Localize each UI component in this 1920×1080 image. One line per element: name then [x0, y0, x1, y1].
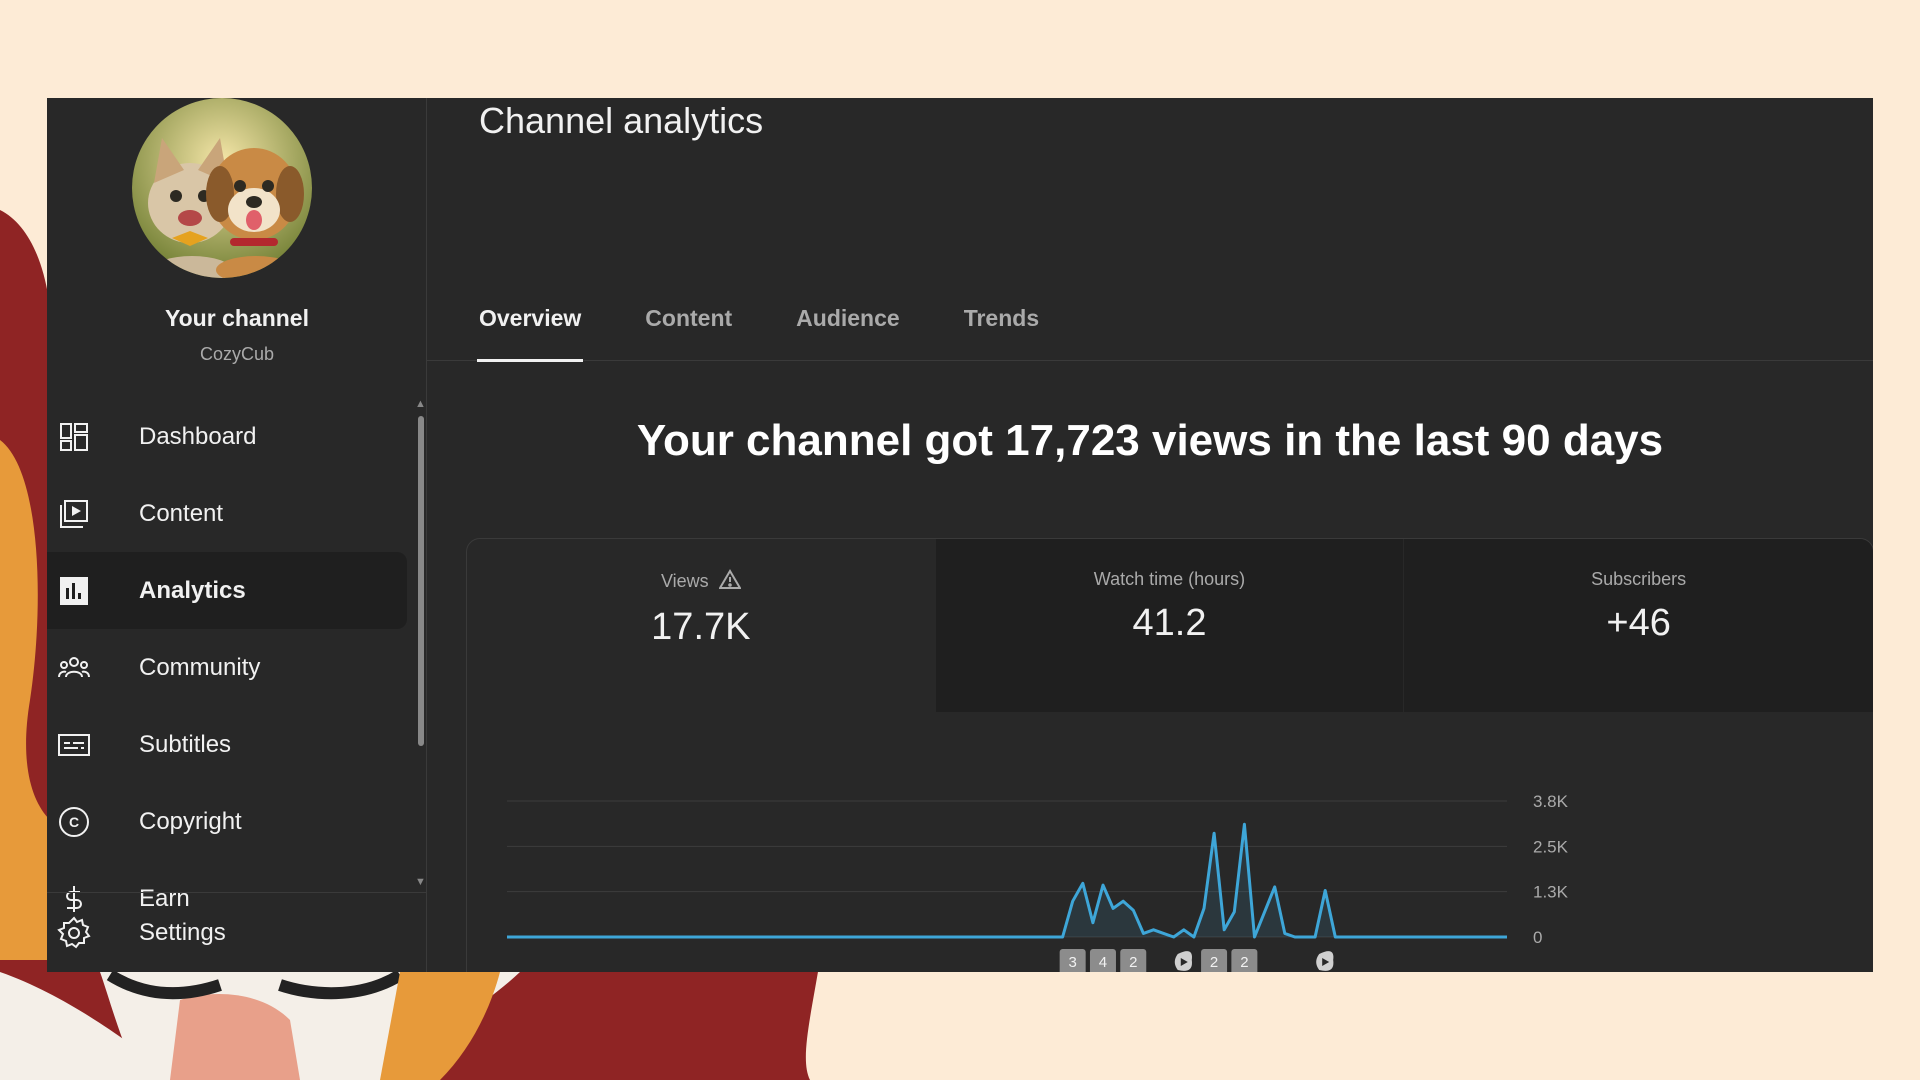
- metric-tabs: Views 17.7K Watch time (hours) 41.2: [467, 539, 1873, 712]
- analytics-icon: [57, 574, 91, 608]
- channel-handle: CozyCub: [199, 344, 275, 364]
- shorts-marker-icon[interactable]: [1316, 951, 1334, 971]
- sidebar-item-dashboard[interactable]: Dashboard: [47, 398, 407, 475]
- y-tick-label: 1.3K: [1533, 883, 1569, 902]
- community-icon: [57, 651, 91, 685]
- metric-value: 17.7K: [651, 606, 751, 648]
- tab-audience[interactable]: Audience: [796, 305, 900, 331]
- sidebar-item-label: Dashboard: [139, 422, 257, 450]
- channel-title: Your channel: [165, 305, 309, 331]
- views-headline: Your channel got 17,723 views in the las…: [636, 416, 1664, 465]
- video-marker-label: 2: [1129, 954, 1137, 971]
- svg-text:C: C: [69, 814, 79, 830]
- page-title: Channel analytics: [479, 100, 764, 141]
- video-marker[interactable]: [1089, 949, 1116, 972]
- sidebar: Your channel CozyCub Dashboard Content: [47, 98, 427, 972]
- metric-subscribers[interactable]: Subscribers +46: [1404, 539, 1873, 712]
- metric-value: 41.2: [1132, 602, 1207, 644]
- sidebar-item-label: Subtitles: [139, 730, 232, 758]
- scrollbar-thumb[interactable]: [418, 416, 424, 746]
- tab-overview[interactable]: Overview: [476, 293, 584, 362]
- sidebar-item-label: Copyright: [139, 807, 242, 835]
- video-marker[interactable]: [1201, 949, 1228, 972]
- scroll-up-arrow-icon[interactable]: ▲: [415, 398, 426, 410]
- sidebar-item-analytics[interactable]: Analytics: [47, 552, 407, 629]
- video-marker-label: 3: [1068, 954, 1076, 971]
- shorts-marker-icon[interactable]: [1174, 951, 1192, 971]
- subtitles-icon: [57, 728, 91, 762]
- video-marker-label: 4: [1099, 954, 1107, 971]
- video-marker-label: 2: [1210, 954, 1218, 971]
- y-tick-label: 2.5K: [1533, 837, 1569, 856]
- metric-watch-time[interactable]: Watch time (hours) 41.2: [935, 539, 1405, 712]
- metric-label: Views: [660, 571, 709, 591]
- warning-icon[interactable]: [717, 569, 742, 594]
- metric-views[interactable]: Views 17.7K: [467, 539, 936, 712]
- sidebar-nav: Dashboard Content Analytics: [47, 398, 427, 972]
- copyright-icon: C: [57, 805, 91, 839]
- sidebar-item-label: Content: [139, 499, 224, 527]
- views-line-chart[interactable]: 3.8K2.5K1.3K034222Feb 26, 2...Mar 13, 20…: [467, 712, 1873, 972]
- y-tick-label: 0: [1533, 928, 1542, 947]
- sidebar-scrollbar[interactable]: ▲ ▼: [415, 398, 426, 888]
- metric-value: +46: [1606, 602, 1671, 644]
- sidebar-item-settings[interactable]: Settings: [47, 892, 427, 972]
- main-content: Channel analytics Overview Content Audie…: [427, 98, 1873, 972]
- video-marker-label: 2: [1240, 954, 1248, 971]
- video-marker[interactable]: [1120, 949, 1147, 972]
- sidebar-item-copyright[interactable]: C Copyright: [47, 783, 407, 860]
- sidebar-item-label: Earn: [139, 884, 190, 912]
- views-series-line: [507, 822, 1507, 939]
- dashboard-icon: [57, 420, 91, 454]
- content-icon: [57, 497, 91, 531]
- sidebar-item-community[interactable]: Community: [47, 629, 407, 706]
- metric-label: Subscribers: [1591, 569, 1687, 589]
- app-window: Your channel CozyCub Dashboard Content: [47, 98, 1873, 972]
- sidebar-item-label: Community: [139, 653, 261, 681]
- metric-label: Watch time (hours): [1093, 569, 1246, 589]
- tab-trends[interactable]: Trends: [963, 305, 1040, 331]
- video-marker[interactable]: [1059, 949, 1086, 972]
- video-marker[interactable]: [1231, 949, 1258, 972]
- views-area: [507, 824, 1507, 937]
- channel-avatar[interactable]: [132, 98, 312, 278]
- y-tick-label: 3.8K: [1533, 792, 1569, 811]
- sidebar-item-subtitles[interactable]: Subtitles: [47, 706, 407, 783]
- gear-icon: [57, 915, 91, 950]
- tab-bar: Overview Content Audience Trends: [427, 293, 1873, 362]
- overview-card: Views 17.7K Watch time (hours) 41.2: [466, 538, 1873, 972]
- scroll-down-arrow-icon[interactable]: ▼: [415, 876, 426, 888]
- sidebar-item-label: Analytics: [139, 576, 246, 604]
- sidebar-item-content[interactable]: Content: [47, 475, 407, 552]
- tab-content[interactable]: Content: [645, 305, 733, 331]
- settings-label: Settings: [139, 918, 226, 946]
